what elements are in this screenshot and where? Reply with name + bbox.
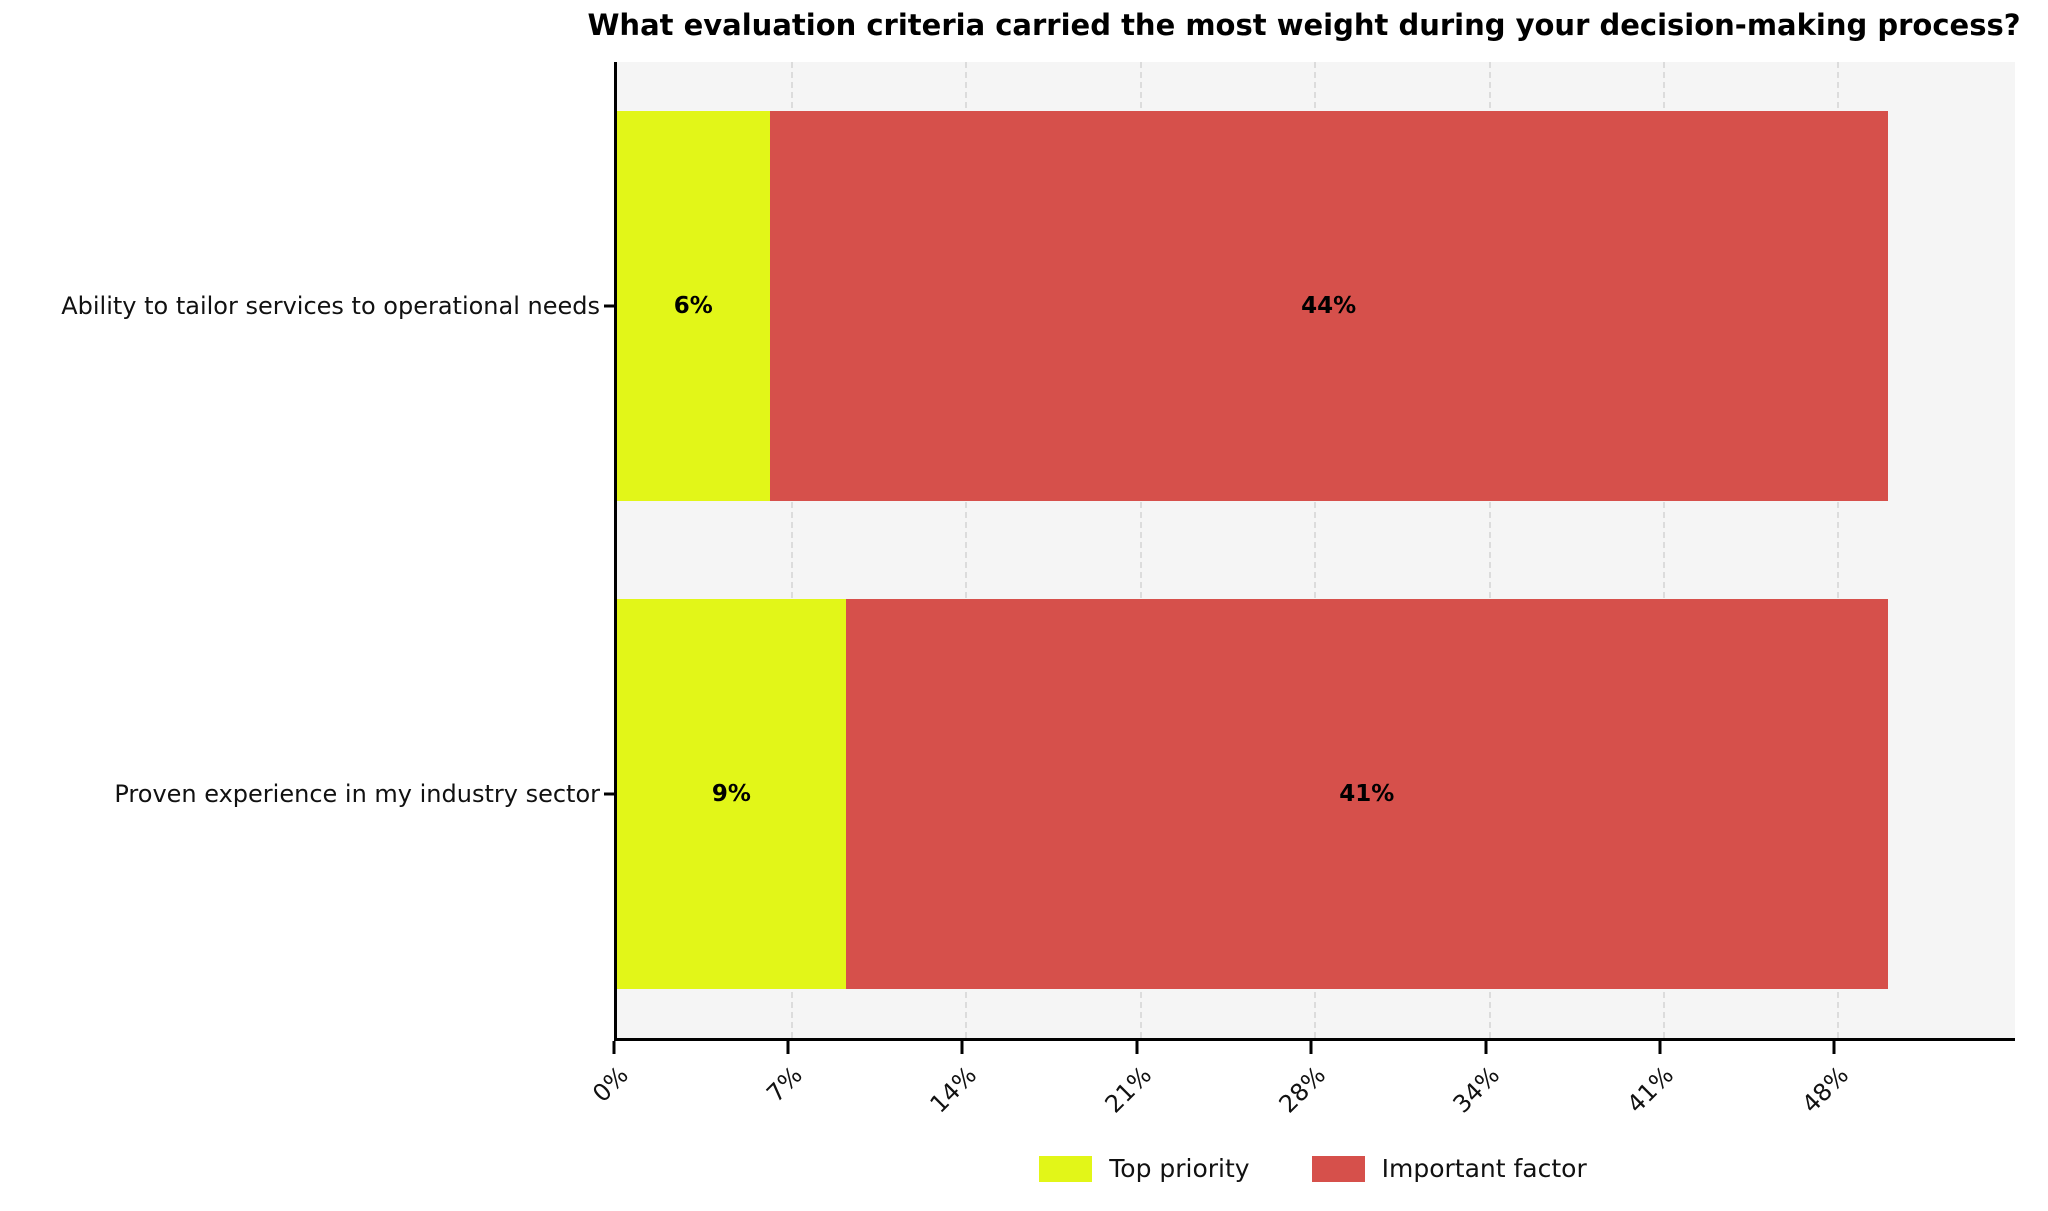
- legend: Top priority Important factor: [614, 1154, 2012, 1183]
- x-axis-tick: [960, 1041, 964, 1054]
- legend-label: Top priority: [1109, 1154, 1250, 1183]
- x-axis-tick-label: 21%: [1099, 1061, 1157, 1119]
- chart-title: What evaluation criteria carried the mos…: [587, 8, 2021, 42]
- x-axis-tick-label: 34%: [1447, 1061, 1506, 1119]
- gridline: [1837, 62, 1840, 1038]
- legend-item-top-priority: Top priority: [1039, 1154, 1250, 1183]
- x-axis-tick: [1135, 1041, 1139, 1054]
- legend-swatch: [1039, 1155, 1093, 1182]
- x-axis-tick-label: 7%: [761, 1061, 809, 1108]
- x-axis-tick: [1832, 1041, 1836, 1054]
- bar-segment-important-factor: 44%: [769, 110, 1888, 502]
- x-axis-tick: [1309, 1041, 1313, 1054]
- gridline: [791, 62, 794, 1038]
- bar-segment-top-priority: 9%: [617, 598, 846, 990]
- y-axis-category-label: Proven experience in my industry sector: [114, 780, 600, 808]
- gridline: [1139, 62, 1142, 1038]
- plot-area: 6% 44% 9% 41%: [614, 62, 2015, 1041]
- legend-swatch: [1311, 1155, 1365, 1182]
- bar-segment-important-factor: 41%: [845, 598, 1888, 990]
- y-axis-category-label: Ability to tailor services to operationa…: [61, 292, 600, 320]
- x-axis-tick-label: 41%: [1621, 1061, 1680, 1119]
- x-axis-tick-label: 14%: [924, 1061, 983, 1119]
- bar-value-label: 44%: [1301, 292, 1357, 319]
- x-axis-tick: [612, 1041, 616, 1054]
- x-axis: 0% 7% 14% 21% 28% 34% 41% 48%: [587, 1041, 2012, 1201]
- bar-value-label: 9%: [711, 780, 751, 807]
- bar-value-label: 41%: [1339, 780, 1395, 807]
- gridline: [965, 62, 968, 1038]
- x-axis-tick-label: 28%: [1273, 1061, 1332, 1119]
- bar-value-label: 6%: [673, 292, 713, 319]
- x-axis-tick: [786, 1041, 790, 1054]
- y-axis-tick: [604, 304, 614, 308]
- y-axis: Ability to tailor services to operationa…: [0, 62, 614, 1038]
- legend-label: Important factor: [1381, 1154, 1587, 1183]
- x-axis-tick: [1658, 1041, 1662, 1054]
- bar-segment-top-priority: 6%: [617, 110, 770, 502]
- gridline: [1314, 62, 1317, 1038]
- x-axis-tick: [1484, 1041, 1488, 1054]
- legend-item-important-factor: Important factor: [1311, 1154, 1587, 1183]
- gridline: [1662, 62, 1665, 1038]
- x-axis-tick-label: 48%: [1796, 1061, 1854, 1119]
- x-axis-tick-label: 0%: [587, 1061, 634, 1108]
- y-axis-tick: [604, 792, 614, 796]
- gridline: [1488, 62, 1491, 1038]
